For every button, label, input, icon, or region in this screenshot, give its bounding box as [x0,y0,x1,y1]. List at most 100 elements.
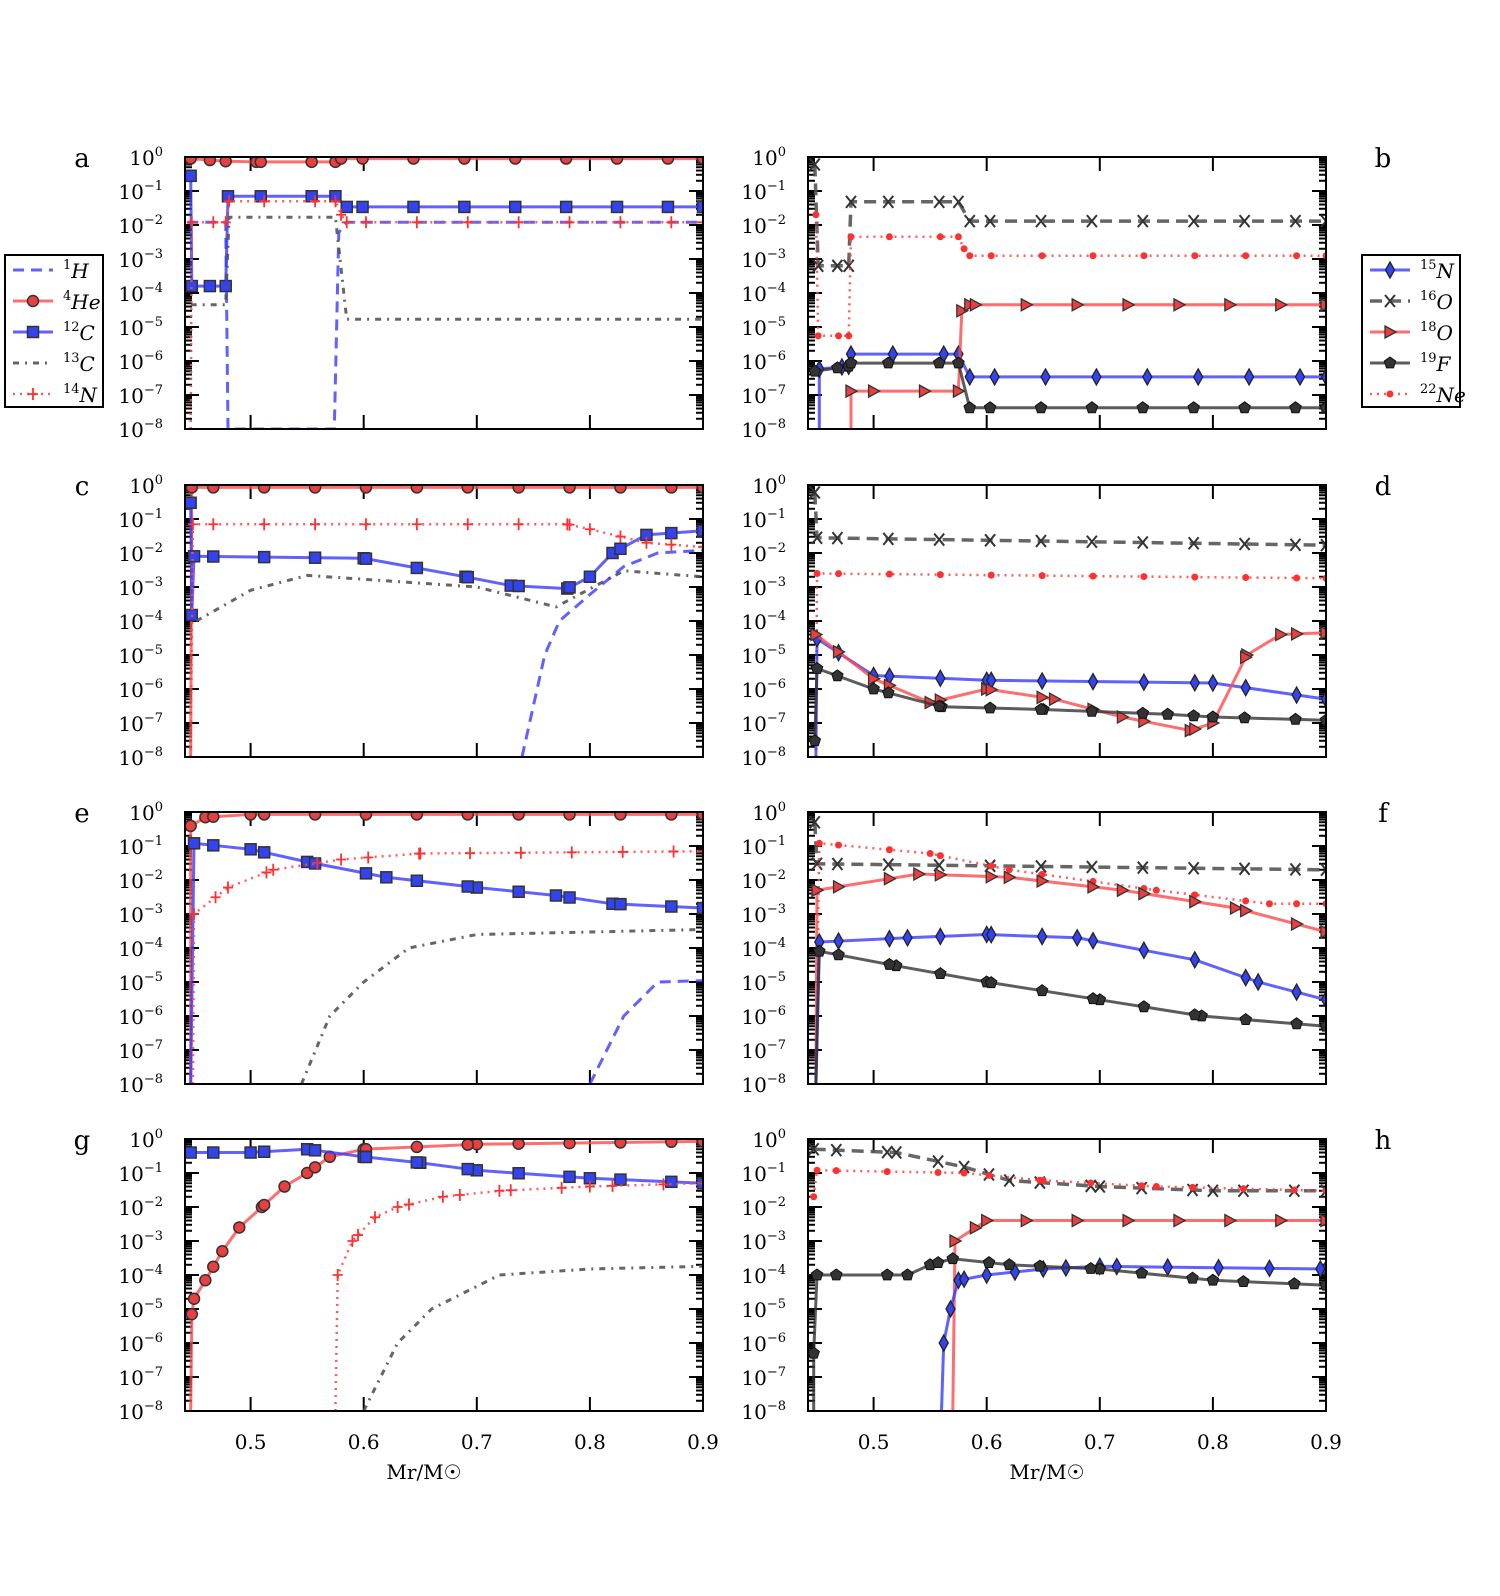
y-tick-label: 10−7 [118,711,163,736]
marker-He4 [512,485,525,494]
marker-N15 [1036,927,1048,946]
marker-O18 [1224,297,1238,312]
marker-Ne22 [1189,1183,1197,1191]
marker-N14 [564,518,575,531]
marker-Ne22 [926,850,934,858]
marker-O18 [1229,900,1243,916]
y-tick-label: 10−3 [118,575,163,600]
y-tick-label: 10−6 [741,677,786,702]
y-tick-label: 10−5 [741,1297,786,1322]
legend-marker-Ne22 [1386,390,1394,398]
marker-O16 [831,259,844,273]
marker-Ne22 [960,245,968,253]
marker-F19 [1206,710,1220,723]
marker-Ne22 [936,571,944,579]
marker-He4 [187,1292,201,1306]
marker-Ne22 [885,233,893,241]
marker-O18 [985,869,999,884]
marker-O16 [809,485,821,500]
marker-O18 [810,627,824,642]
marker-O16 [932,1154,944,1169]
marker-O18 [1189,721,1203,737]
marker-N15 [989,367,1000,387]
marker-O18 [1320,1213,1326,1228]
marker-F19 [932,356,946,369]
y-tick-label: 10−7 [741,383,786,408]
marker-C12 [308,1144,322,1157]
marker-C12 [696,200,703,214]
marker-O16 [809,815,821,829]
marker-Ne22 [1293,574,1301,582]
marker-C12 [257,1145,271,1158]
marker-O16 [984,533,996,547]
y-tick-label: 100 [752,800,786,825]
marker-C12 [563,1170,576,1184]
y-tick-label: 10−5 [741,315,786,340]
marker-F19 [1161,707,1174,720]
y-tick-label: 10−6 [741,349,786,374]
marker-C12 [458,200,471,214]
marker-O18 [1036,690,1050,705]
legend-label-C12: 12C [63,320,95,345]
marker-N14 [465,847,476,860]
legend-marker-N14 [28,388,38,400]
marker-O16 [1187,214,1200,228]
marker-O16 [1094,1179,1106,1194]
panel-a: a 100 10−1 10−2 10−3 10−4 10−5 10−6 10−7 10−8 [74,144,704,442]
series-line-C13 [362,1264,703,1411]
marker-Ne22 [1239,1185,1247,1193]
marker-He4 [696,1139,703,1148]
marker-F19 [934,967,947,979]
marker-F19 [1034,401,1048,414]
marker-F19 [982,1255,996,1268]
y-tick-label: 10−6 [741,1331,786,1356]
x-tick-label: 0.6 [348,1430,380,1454]
marker-He4 [207,485,220,494]
legend-label-N14: 14N [63,382,99,407]
marker-N14 [341,216,352,229]
y-tick-label: 10−3 [741,247,786,272]
marker-He4 [461,812,474,821]
marker-F19 [867,682,880,695]
marker-He4 [563,485,576,494]
y-tick-label: 10−8 [118,1072,163,1097]
marker-O16 [984,214,996,228]
marker-F19 [1086,992,1100,1005]
series-line-C13 [300,928,703,1084]
marker-C12 [665,1175,678,1189]
marker-Ne22 [1191,891,1199,899]
y-tick-label: 10−7 [118,1365,163,1390]
marker-N15 [1240,968,1251,987]
marker-O16 [933,195,945,209]
marker-O16 [1238,537,1251,551]
marker-O16 [1086,535,1098,549]
marker-Ne22 [835,570,843,578]
y-tick-label: 10−1 [118,1161,163,1186]
marker-O18 [832,644,846,659]
marker-Ne22 [814,332,822,340]
y-tick-label: 10−4 [741,1263,786,1288]
marker-O16 [1320,1184,1326,1198]
marker-N15 [1264,1259,1275,1278]
marker-O18 [1275,627,1289,642]
marker-Ne22 [832,1167,840,1175]
marker-O18 [1290,626,1304,642]
marker-Ne22 [987,252,995,260]
marker-O16 [1320,214,1326,228]
marker-O16 [1137,214,1149,228]
marker-He4 [207,1260,220,1273]
y-tick-label: 10−6 [118,349,163,374]
marker-Ne22 [1242,574,1250,582]
marker-F19 [1034,702,1048,715]
marker-N14 [564,216,575,229]
marker-N14 [259,195,270,208]
panel-label: c [75,472,90,502]
marker-O16 [1003,1173,1016,1188]
marker-F19 [1239,1012,1252,1025]
marker-N15 [981,1265,992,1285]
marker-Ne22 [987,571,995,579]
marker-He4 [696,157,703,165]
marker-F19 [1319,1278,1326,1291]
marker-O16 [1187,861,1200,875]
legend-marker-F19 [1383,356,1397,369]
